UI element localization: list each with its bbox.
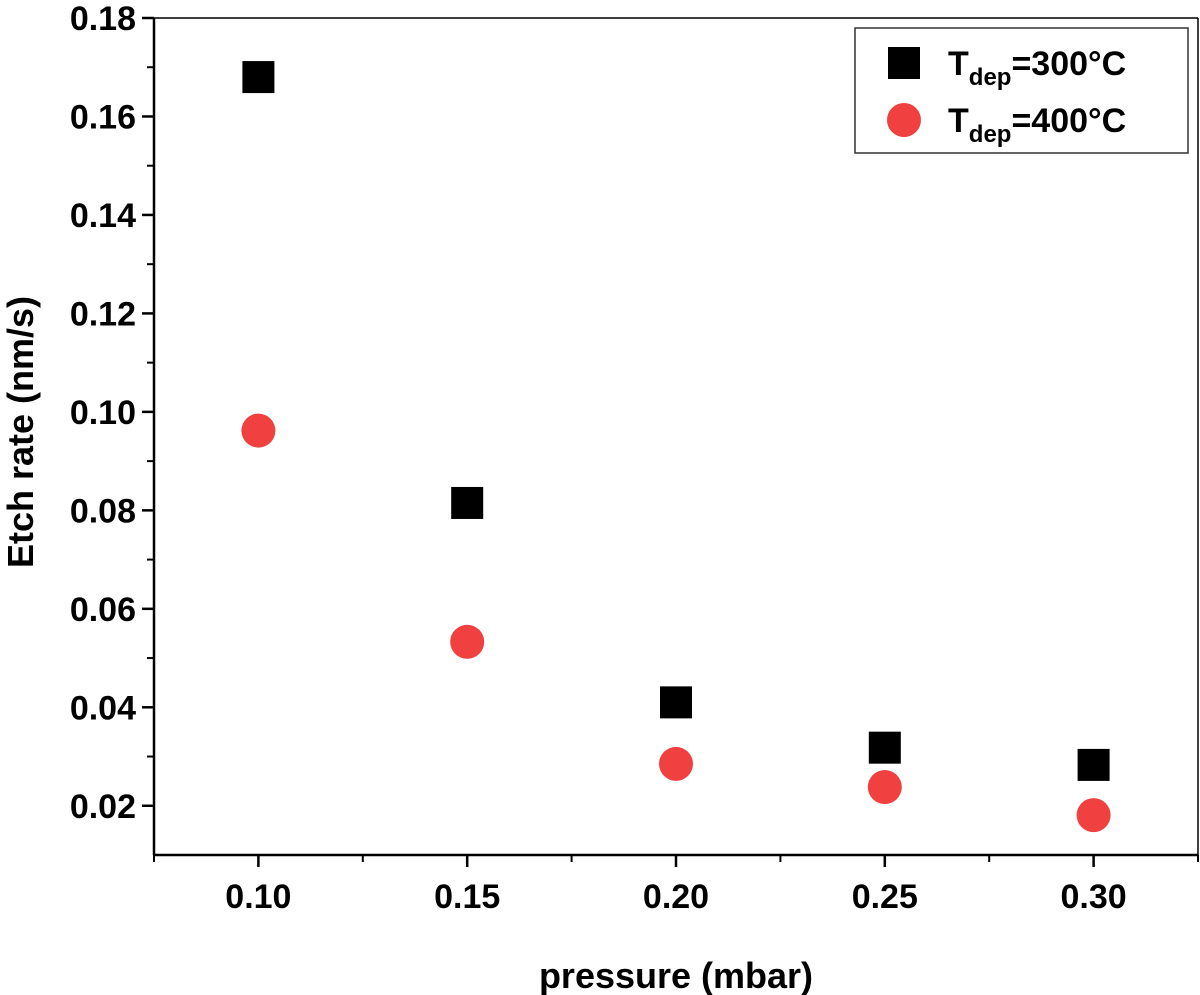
legend-marker-square	[888, 47, 920, 79]
data-point-circle	[241, 413, 276, 448]
legend-marker-circle	[887, 103, 921, 137]
y-axis-title: Etch rate (nm/s)	[0, 296, 41, 568]
y-tick-label: 0.02	[70, 788, 136, 826]
data-point-circle	[450, 624, 485, 659]
data-point-circle	[659, 746, 693, 781]
y-tick-label: 0.14	[70, 197, 136, 235]
data-point-square	[868, 731, 901, 764]
data-point-square	[660, 686, 692, 719]
data-point-circle	[867, 770, 902, 805]
y-tick-label: 0.16	[70, 98, 136, 136]
y-tick-label: 0.10	[70, 394, 136, 432]
data-point-square	[451, 486, 484, 519]
data-point-square	[242, 61, 275, 94]
x-tick-label: 0.25	[852, 878, 918, 916]
x-axis-title: pressure (mbar)	[539, 955, 813, 995]
x-tick-label: 0.30	[1061, 878, 1127, 916]
x-tick-label: 0.20	[643, 878, 709, 916]
data-point-square	[1077, 748, 1110, 781]
y-tick-label: 0.18	[70, 0, 136, 38]
legend-label: Tdep=400°C	[948, 102, 1126, 148]
y-tick-label: 0.04	[70, 689, 136, 727]
x-tick-label: 0.15	[434, 878, 500, 916]
data-point-circle	[1076, 798, 1111, 833]
legend-label: Tdep=300°C	[948, 45, 1126, 91]
y-tick-label: 0.08	[70, 492, 136, 530]
x-tick-label: 0.10	[225, 878, 291, 916]
y-tick-label: 0.06	[70, 591, 136, 629]
y-tick-label: 0.12	[70, 295, 136, 333]
